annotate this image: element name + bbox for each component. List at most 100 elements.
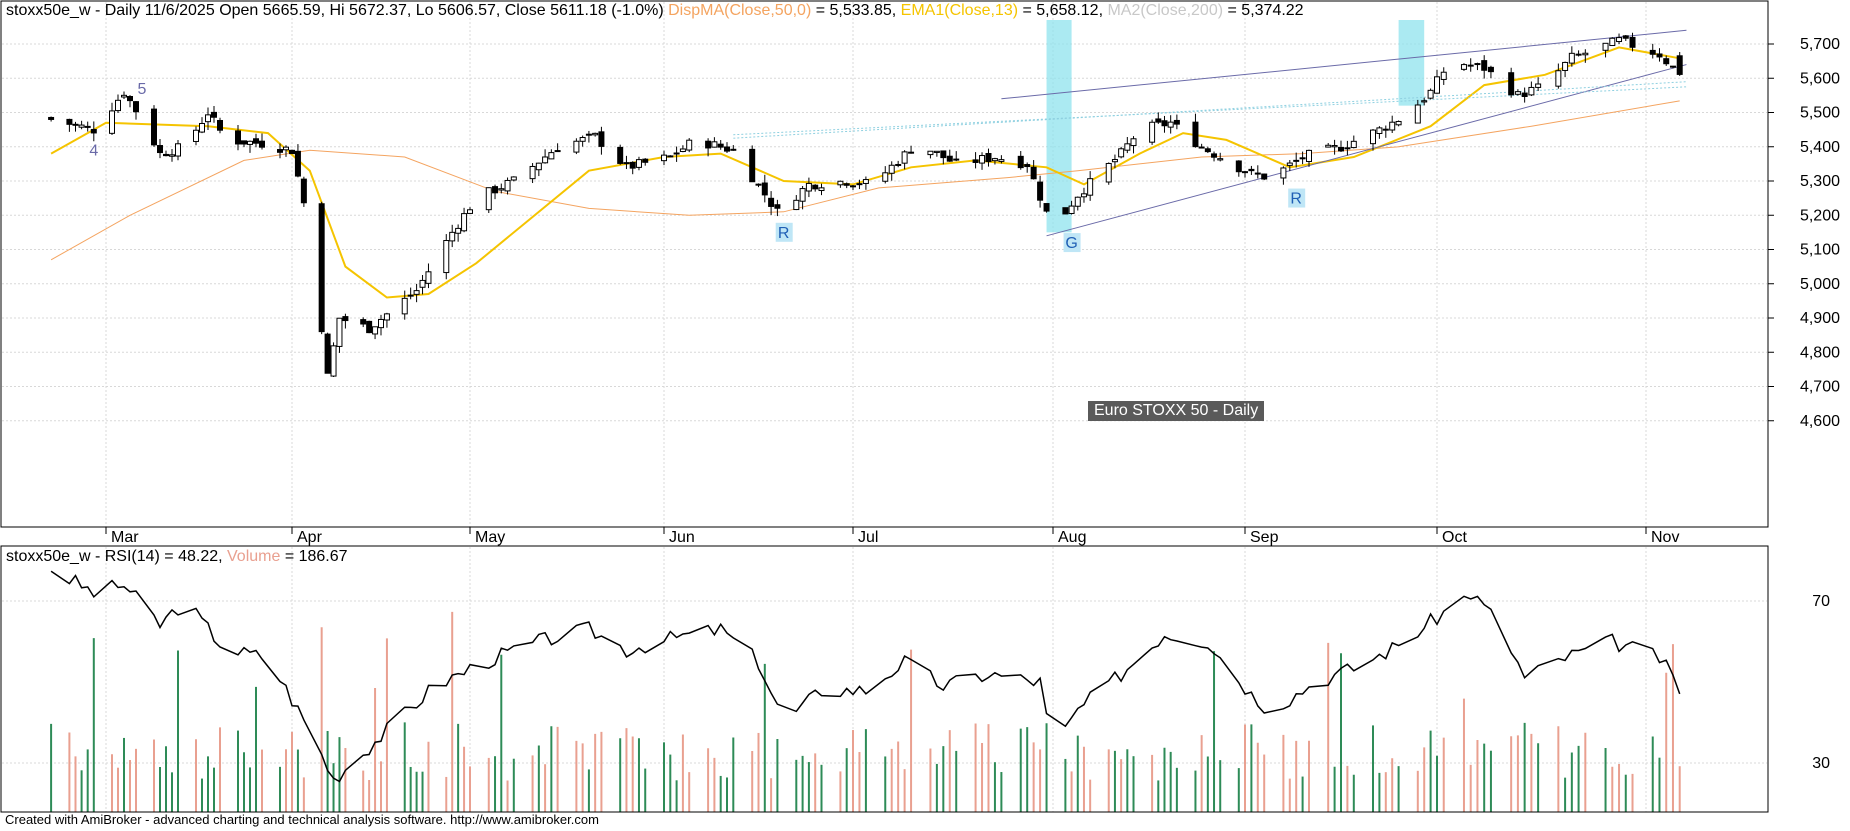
candle-body [901, 151, 908, 164]
candle-body [1242, 171, 1248, 174]
ma200-value: = 5,374.22 [1223, 2, 1304, 19]
candle-body [510, 176, 517, 181]
candle-body [115, 99, 121, 112]
price-pane-border [0, 0, 1769, 528]
trendline [1001, 29, 1687, 100]
candle-body [888, 164, 895, 174]
candle-body [1427, 89, 1434, 99]
candle-body [342, 316, 349, 322]
candle-body [1555, 70, 1562, 87]
candle-body [1111, 159, 1118, 163]
candle-body [818, 187, 825, 192]
candle-body [946, 155, 953, 162]
candle-body [133, 101, 139, 113]
candle-body [761, 182, 768, 196]
candle-body [1217, 158, 1224, 161]
candle-body [66, 118, 73, 125]
candle-body [1338, 146, 1344, 152]
candle-body [953, 158, 960, 161]
candle-body [1344, 147, 1351, 150]
candle-body [151, 108, 157, 146]
candle-body [805, 182, 812, 192]
candle-body [843, 183, 850, 186]
candle-body [1395, 120, 1402, 126]
price-tick-label: 4,700 [1800, 379, 1840, 396]
period: Daily [104, 2, 141, 19]
candle-body [1173, 119, 1180, 125]
axis-ticks: 4,600 4,700 4,800 4,900 5,000 5,100 5,200 5,300… [105, 36, 1840, 772]
candle-body [1474, 63, 1481, 66]
ma200-label: MA2(Close,200) [1107, 2, 1224, 19]
candle-body [1198, 146, 1205, 149]
annotation-box [1288, 188, 1306, 208]
time-tick-label: Aug [1058, 529, 1086, 546]
candle-body [449, 231, 456, 242]
candle-body [1149, 121, 1156, 143]
candle-body [1656, 53, 1663, 58]
time-tick-label: Jun [669, 529, 695, 546]
candle-body [336, 317, 343, 347]
candle-body [585, 133, 592, 136]
candle-body [1062, 207, 1069, 215]
candle-body [498, 188, 505, 191]
price-header: stoxx50e_w - Daily 11/6/2025 Open 5665.5… [6, 2, 1304, 20]
candle-body [1440, 71, 1447, 80]
highlight-zones [1046, 20, 1425, 233]
candle-body [1481, 60, 1488, 71]
candle-body [217, 120, 223, 131]
candle-body [1676, 55, 1683, 75]
annotations: 4 5 R G R [89, 81, 1306, 253]
candle-body [485, 187, 492, 211]
candle-body [419, 279, 426, 288]
price-tick-label: 5,400 [1800, 139, 1840, 156]
candle-body [425, 271, 432, 284]
time-tick-label: Mar [111, 529, 139, 546]
candle-body [1609, 37, 1616, 47]
rsi-label: stoxx50e_w - RSI(14) = 48.22, [6, 548, 227, 565]
candle-body [1434, 76, 1440, 94]
candle-body [812, 184, 819, 190]
chart-title-label: Euro STOXX 50 - Daily [1088, 401, 1265, 421]
candle-body [998, 159, 1005, 162]
price-tick-label: 4,800 [1800, 344, 1840, 361]
candle-body [755, 183, 762, 186]
candle-body [1161, 120, 1168, 127]
candle-body [467, 209, 473, 214]
candle-body [193, 129, 199, 142]
annotation-box [1063, 233, 1081, 253]
candle-body [940, 150, 947, 159]
annotation-label: R [1290, 191, 1302, 208]
candle-body [1649, 49, 1656, 55]
price-tick-label: 5,200 [1800, 207, 1840, 224]
candle-body [1037, 181, 1044, 201]
candle-body [443, 240, 450, 274]
indicator-lines [50, 29, 1687, 783]
candle-body [504, 179, 511, 192]
candle-body [1421, 100, 1428, 103]
candle-body [711, 141, 718, 148]
symbol: stoxx50e_w [6, 2, 91, 19]
candle-body [554, 150, 561, 153]
candle-body [799, 188, 806, 202]
candle-body [366, 320, 373, 334]
trendline-dotted [733, 86, 1687, 136]
candle-body [573, 140, 580, 153]
candle-body [330, 345, 337, 377]
candle-body [1376, 127, 1383, 134]
candle-body [90, 128, 97, 134]
candle-body [289, 149, 295, 155]
price-tick-label: 5,600 [1800, 70, 1840, 87]
candle-body [856, 183, 863, 186]
price-tick-label: 4,600 [1800, 413, 1840, 430]
candle-body [247, 140, 253, 145]
time-tick-label: May [475, 529, 505, 546]
candle-body [300, 178, 307, 204]
candle-body [84, 125, 91, 128]
candle-body [1487, 66, 1494, 73]
candle-body [1370, 129, 1376, 145]
candle-body [48, 116, 55, 120]
candle-body [667, 155, 674, 158]
candle-body [318, 203, 325, 333]
candle-body [629, 161, 636, 169]
candle-body [1331, 145, 1338, 148]
